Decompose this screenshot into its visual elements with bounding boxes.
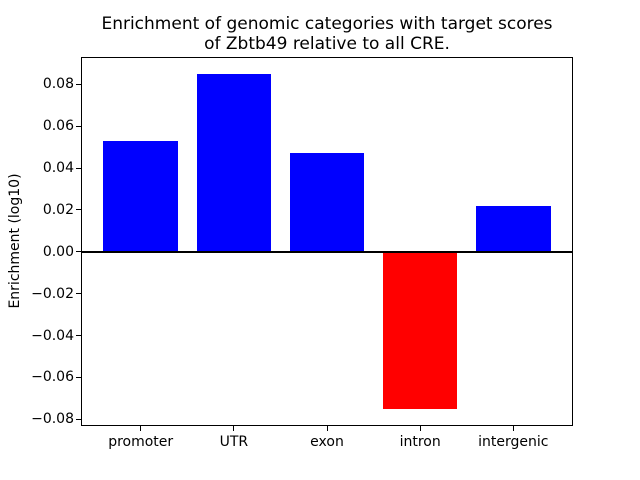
x-tick-label-promoter: promoter	[108, 434, 174, 450]
x-tick-mark	[140, 426, 142, 431]
y-tick-label: 0.08	[42, 76, 74, 93]
y-tick-mark	[76, 376, 81, 378]
x-tick-mark	[512, 426, 514, 431]
x-tick-mark	[419, 426, 421, 431]
x-tick-mark	[326, 426, 328, 431]
y-tick-label: 0.02	[42, 201, 74, 218]
bar-intron	[382, 251, 458, 409]
x-tick-label-intergenic: intergenic	[478, 434, 549, 450]
x-tick-mark	[233, 426, 235, 431]
x-tick-label-UTR: UTR	[219, 434, 249, 450]
y-tick-label: −0.06	[31, 369, 74, 386]
y-tick-label: 0.06	[42, 118, 74, 135]
x-tick-label-intron: intron	[399, 434, 441, 450]
y-tick-label: 0.04	[42, 160, 74, 177]
y-tick-label: −0.04	[31, 327, 74, 344]
y-tick-mark	[76, 418, 81, 420]
y-tick-label: 0.00	[42, 243, 74, 260]
y-tick-mark	[76, 209, 81, 211]
y-tick-label: −0.08	[31, 411, 74, 428]
bar-intergenic	[476, 205, 551, 252]
y-tick-mark	[76, 251, 81, 253]
bar-exon	[289, 153, 365, 252]
zero-line	[82, 250, 572, 253]
chart-title: Enrichment of genomic categories with ta…	[101, 14, 553, 54]
y-tick-mark	[76, 83, 81, 85]
bar-UTR	[196, 73, 272, 252]
y-tick-mark	[76, 335, 81, 337]
y-tick-label: −0.02	[31, 285, 74, 302]
y-tick-mark	[76, 125, 81, 127]
bar-promoter	[103, 140, 178, 252]
y-tick-mark	[76, 293, 81, 295]
x-tick-label-exon: exon	[310, 434, 344, 450]
y-tick-mark	[76, 167, 81, 169]
plot-area	[81, 57, 573, 426]
